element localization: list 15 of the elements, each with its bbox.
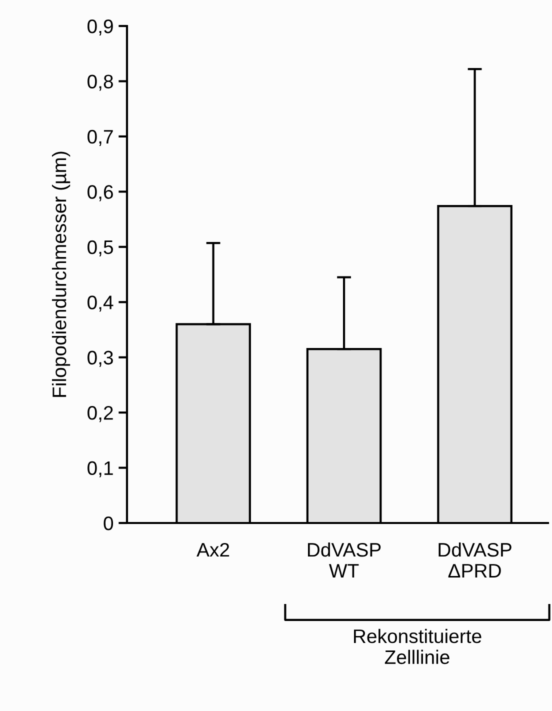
y-tick-label: 0,8 — [88, 74, 113, 91]
x-tick-label: DdVASP WT — [308, 542, 381, 578]
x-tick-label: DdVASP ΔPRD — [438, 542, 512, 578]
y-tick-label: 0,2 — [88, 406, 113, 422]
text: Rekonstituierte Zelllinie — [354, 628, 482, 664]
y-tick-label: 0,1 — [88, 461, 113, 478]
y-tick-label: 0,7 — [88, 130, 113, 146]
y-tick-label: 0,4 — [88, 296, 114, 312]
y-axis-title: Filopodiendurchmesser (µm) — [52, 152, 70, 397]
y-tick-label: 0,3 — [88, 350, 113, 367]
y-tick-label: 0,6 — [88, 185, 113, 202]
y-tick-label: 0 — [104, 516, 114, 530]
y-tick-label: 0,9 — [88, 19, 113, 36]
x-tick-label: Ax2 — [196, 542, 230, 557]
y-tick-label: 0,5 — [88, 240, 113, 256]
